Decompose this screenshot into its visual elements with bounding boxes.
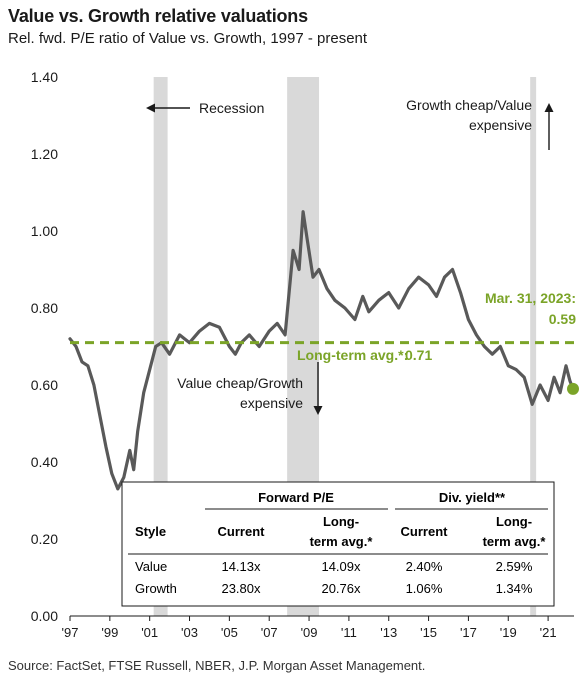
- latest-value-label: 0.59: [549, 311, 576, 327]
- latest-date-label: Mar. 31, 2023:: [485, 290, 576, 306]
- recession-annotation: Recession: [146, 100, 264, 116]
- series-layer: [68, 210, 580, 491]
- table-row-growth-dy-avg: 1.34%: [496, 581, 533, 596]
- growth-cheap-annotation: Growth cheap/Value expensive: [406, 97, 554, 150]
- value-cheap-label-line1: Value cheap/Growth: [177, 375, 303, 391]
- x-tick-label-5: '07: [261, 625, 278, 640]
- chart-subtitle: Rel. fwd. P/E ratio of Value vs. Growth,…: [8, 30, 368, 47]
- long-term-avg-label: Long-term avg.*:: [297, 347, 408, 363]
- table-row-growth-style: Growth: [135, 581, 177, 596]
- x-tick-label-3: '03: [181, 625, 198, 640]
- long-term-avg-annotation: Long-term avg.*: 0.71: [297, 347, 432, 363]
- x-tick-label-9: '15: [420, 625, 437, 640]
- x-tick-label-1: '99: [101, 625, 118, 640]
- table-row-value-pe-current: 14.13x: [221, 559, 261, 574]
- table-background: [121, 481, 555, 607]
- y-tick-label-3: 0.60: [31, 377, 58, 393]
- growth-cheap-label-line2: expensive: [469, 117, 532, 133]
- table-row-value-style: Value: [135, 559, 167, 574]
- table-row-value-dy-current: 2.40%: [406, 559, 443, 574]
- recession-band-0: [153, 77, 168, 616]
- down-arrow-head: [313, 406, 323, 415]
- y-tick-label-5: 1.00: [31, 223, 58, 239]
- y-tick-label-7: 1.40: [31, 69, 58, 85]
- x-tick-label-4: '05: [221, 625, 238, 640]
- x-tick-label-2: '01: [141, 625, 158, 640]
- latest-value-marker: [567, 382, 580, 395]
- y-axis: 0.00 0.20 0.40 0.60 0.80 1.00 1.20 1.40: [31, 69, 58, 624]
- y-tick-label-0: 0.00: [31, 608, 58, 624]
- y-tick-label-4: 0.80: [31, 300, 58, 316]
- recession-label: Recession: [199, 100, 264, 116]
- table-row-growth-pe-avg: 20.76x: [321, 581, 361, 596]
- latest-value-annotation: Mar. 31, 2023: 0.59: [485, 290, 576, 327]
- growth-cheap-label-line1: Growth cheap/Value: [406, 97, 532, 113]
- table-col-dy-avg-line2: term avg.*: [483, 534, 547, 549]
- table-group-header-pe: Forward P/E: [258, 490, 334, 505]
- x-tick-label-11: '19: [500, 625, 517, 640]
- table-row-growth-dy-current: 1.06%: [406, 581, 443, 596]
- y-tick-label-2: 0.40: [31, 454, 58, 470]
- table-col-style: Style: [135, 524, 166, 539]
- table-col-pe-avg-line1: Long-: [323, 514, 359, 529]
- table-group-header-dy: Div. yield**: [439, 490, 506, 505]
- x-axis: '97 '99 '01 '03 '05 '07 '09 '11 '13 '15 '17 '19 '21: [62, 615, 574, 640]
- y-tick-label-1: 0.20: [31, 531, 58, 547]
- table-col-dy-avg-line1: Long-: [496, 514, 532, 529]
- series-line-0: [68, 210, 575, 491]
- up-arrow-head: [544, 103, 554, 112]
- valuation-table: Forward P/E Div. yield** Style Current L…: [121, 481, 555, 607]
- recession-band-2: [530, 77, 537, 616]
- x-tick-label-6: '09: [301, 625, 318, 640]
- x-tick-label-8: '13: [380, 625, 397, 640]
- value-cheap-annotation: Value cheap/Growth expensive: [177, 362, 323, 415]
- table-col-dy-current: Current: [401, 524, 449, 539]
- chart-title: Value vs. Growth relative valuations: [8, 6, 308, 26]
- x-tick-label-7: '11: [341, 625, 357, 640]
- y-tick-label-6: 1.20: [31, 146, 58, 162]
- table-row-growth-pe-current: 23.80x: [221, 581, 261, 596]
- table-row-value-dy-avg: 2.59%: [496, 559, 533, 574]
- x-tick-label-0: '97: [62, 625, 79, 640]
- recession-arrow-head: [146, 103, 155, 113]
- table-col-pe-current: Current: [218, 524, 266, 539]
- source-note: Source: FactSet, FTSE Russell, NBER, J.P…: [8, 658, 426, 673]
- x-tick-label-12: '21: [540, 625, 557, 640]
- long-term-avg-value: 0.71: [405, 347, 432, 363]
- table-row-value-pe-avg: 14.09x: [321, 559, 361, 574]
- x-tick-label-10: '17: [460, 625, 477, 640]
- value-cheap-label-line2: expensive: [240, 395, 303, 411]
- table-col-pe-avg-line2: term avg.*: [310, 534, 374, 549]
